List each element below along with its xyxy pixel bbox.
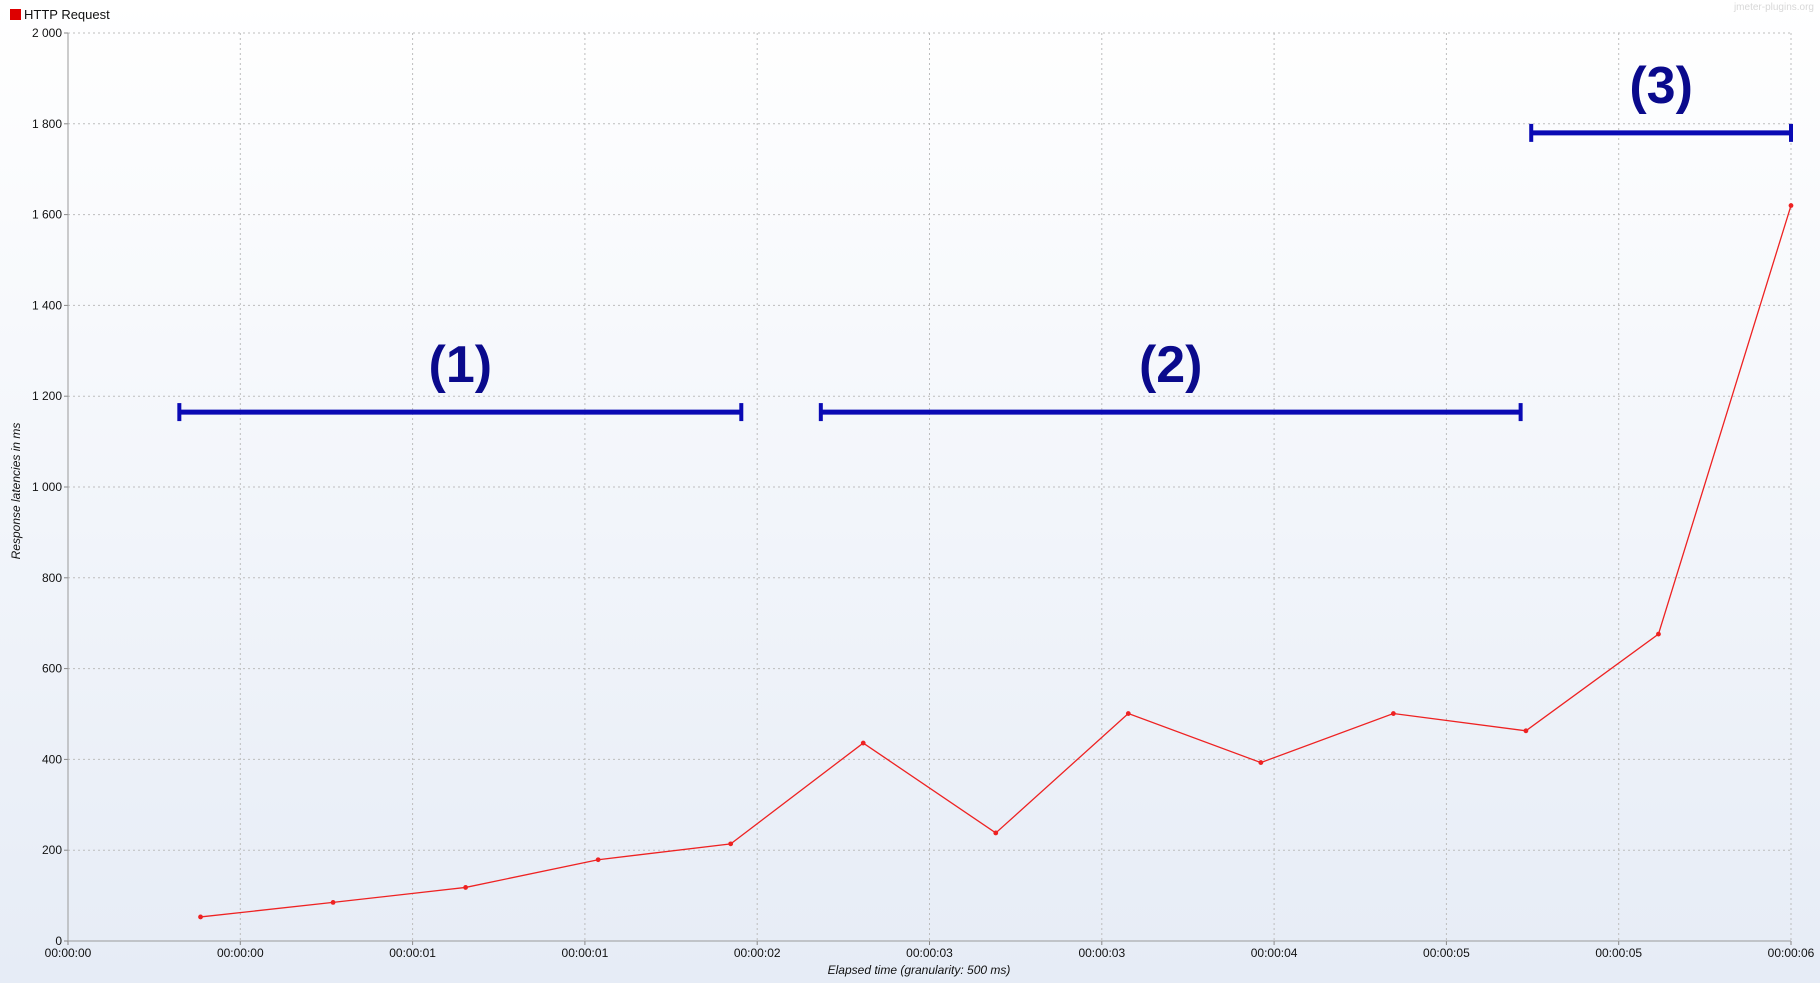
y-tick-label: 1 200 (32, 389, 62, 403)
x-axis-title: Elapsed time (granularity: 500 ms) (828, 963, 1011, 977)
data-point (1656, 631, 1661, 637)
y-tick-label: 1 800 (32, 117, 62, 131)
x-tick-label: 00:00:01 (562, 946, 609, 960)
x-tick-label: 00:00:02 (734, 946, 781, 960)
annotation-label: (1) (429, 336, 493, 394)
annotation-3: (3) (1529, 57, 1793, 142)
legend: HTTP Request (10, 7, 110, 22)
data-point (1125, 711, 1131, 716)
data-point (198, 914, 203, 920)
y-tick-label: 1 400 (32, 298, 62, 312)
x-tick-label: 00:00:01 (389, 946, 436, 960)
x-tick-label: 00:00:06 (1768, 946, 1815, 960)
y-axis-title: Response latencies in ms (9, 423, 23, 560)
series-layer (198, 203, 1794, 920)
watermark: jmeter-plugins.org (1733, 2, 1814, 13)
data-point (595, 857, 601, 863)
data-point (860, 740, 866, 746)
data-point (1523, 728, 1529, 734)
x-tick-label: 00:00:03 (1078, 946, 1125, 960)
legend-label-http-request: HTTP Request (24, 7, 110, 22)
x-tick-label: 00:00:05 (1423, 946, 1470, 960)
data-point (993, 830, 999, 836)
data-point (1390, 711, 1396, 716)
x-tick-label: 00:00:00 (217, 946, 264, 960)
annotation-label: (3) (1629, 57, 1693, 115)
x-tick-label: 00:00:04 (1251, 946, 1298, 960)
y-tick-label: 1 600 (32, 208, 62, 222)
x-tick-label: 00:00:00 (45, 946, 92, 960)
y-tick-label: 1 000 (32, 480, 62, 494)
data-point (1258, 760, 1264, 765)
grid (68, 32, 1792, 941)
y-tick-label: 200 (42, 843, 62, 857)
y-tick-label: 600 (42, 662, 62, 676)
legend-swatch-http-request (10, 9, 21, 20)
data-point (330, 900, 336, 905)
annotation-label: (2) (1139, 336, 1203, 394)
y-tick-label: 800 (42, 571, 62, 585)
data-point (728, 841, 734, 847)
y-tick-label: 2 000 (32, 26, 62, 40)
annotations: (1) (2) (3) (177, 57, 1793, 422)
y-tick-label: 0 (55, 934, 62, 948)
data-point (1788, 203, 1794, 208)
x-tick-label: 00:00:05 (1595, 946, 1642, 960)
x-tick-label: 00:00:03 (906, 946, 953, 960)
y-tick-label: 400 (42, 752, 62, 766)
annotation-2: (2) (818, 336, 1523, 422)
data-point (463, 885, 469, 890)
axes: 0 200 400 600 800 1 000 1 200 1 400 1 600 1 800 2 … (32, 26, 1815, 960)
annotation-1: (1) (177, 336, 744, 422)
